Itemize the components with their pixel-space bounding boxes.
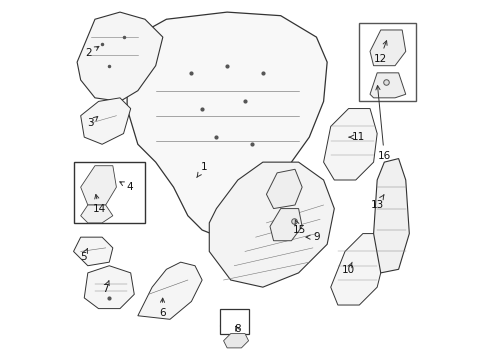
Text: 3: 3 (87, 116, 98, 128)
Bar (220, 309, 248, 334)
Text: 7: 7 (102, 281, 109, 294)
Polygon shape (77, 12, 163, 102)
Text: 11: 11 (349, 132, 365, 142)
Text: 15: 15 (293, 220, 306, 235)
Text: 4: 4 (120, 182, 133, 192)
Text: 8: 8 (234, 324, 241, 334)
Text: 13: 13 (370, 195, 384, 210)
Polygon shape (74, 237, 113, 266)
Text: 6: 6 (159, 298, 166, 318)
Polygon shape (267, 169, 302, 208)
Text: 12: 12 (373, 41, 387, 64)
Polygon shape (323, 109, 377, 180)
Polygon shape (209, 162, 334, 287)
Polygon shape (370, 30, 406, 66)
Bar (359, 23, 416, 102)
Polygon shape (81, 205, 113, 223)
Polygon shape (81, 98, 131, 144)
Bar (74, 162, 145, 223)
Polygon shape (223, 334, 248, 348)
Text: 2: 2 (85, 46, 99, 58)
Text: 14: 14 (93, 194, 106, 214)
Text: 10: 10 (342, 262, 355, 275)
Polygon shape (127, 12, 327, 237)
Text: 9: 9 (306, 232, 320, 242)
Polygon shape (370, 73, 406, 98)
Polygon shape (270, 208, 302, 241)
Polygon shape (81, 166, 117, 205)
Polygon shape (373, 158, 409, 273)
Text: 16: 16 (376, 86, 391, 161)
Text: 5: 5 (80, 249, 87, 262)
Text: 1: 1 (197, 162, 207, 177)
Polygon shape (331, 234, 384, 305)
Polygon shape (138, 262, 202, 319)
Polygon shape (84, 266, 134, 309)
